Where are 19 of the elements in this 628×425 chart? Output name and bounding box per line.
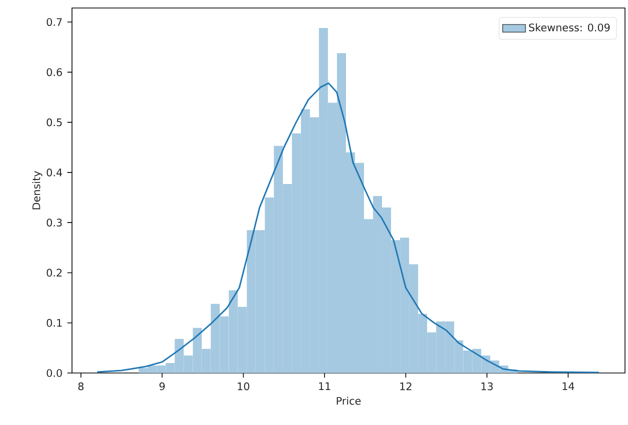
y-tick-label: 0.4 [46, 168, 62, 176]
legend-label: Skewness: 0.09 [529, 23, 610, 32]
y-tick-label: 0.5 [46, 118, 62, 126]
y-tick-label: 0.7 [46, 18, 62, 26]
line-series [96, 82, 600, 373]
y-tick-label: 0.6 [46, 68, 62, 76]
y-tick-label: 0.1 [46, 318, 62, 327]
y-tick-label: 0.0 [46, 369, 62, 377]
x-tick-label: 11 [319, 382, 330, 390]
x-tick-label: 12 [400, 382, 412, 390]
y-tick-label: 0.3 [46, 218, 62, 227]
x-tick-label: 9 [159, 382, 165, 390]
x-tick-label: 10 [238, 382, 250, 390]
y-tick-label: 0.2 [46, 268, 62, 277]
x-tick-label: 8 [78, 382, 84, 390]
x-tick-label: 14 [562, 382, 574, 390]
x-axis-title: Price [336, 396, 361, 405]
x-tick-label: 13 [481, 382, 493, 390]
y-axis-title: Density [32, 171, 42, 210]
